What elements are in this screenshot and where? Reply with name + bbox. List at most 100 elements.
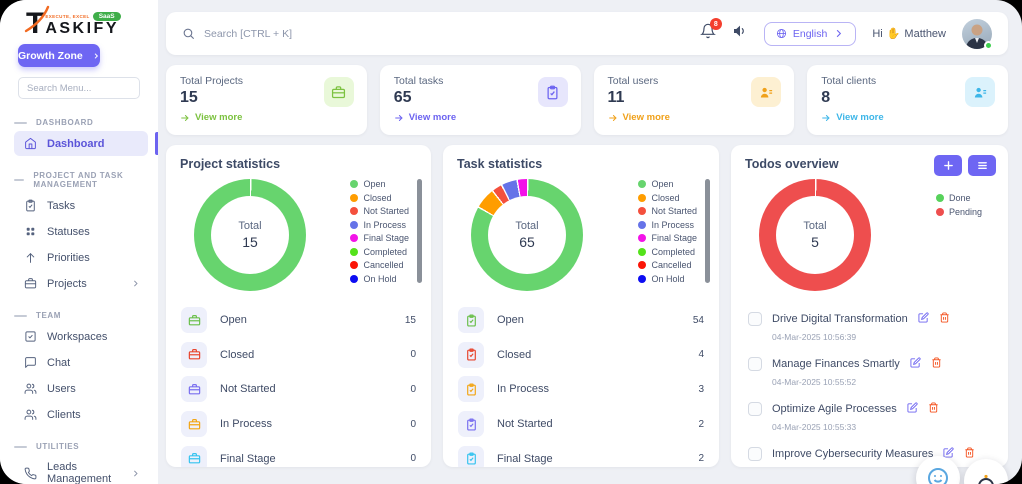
sidebar-item-workspaces[interactable]: Workspaces: [14, 324, 148, 349]
sidebar-item-statuses[interactable]: Statuses: [14, 219, 148, 244]
trash-icon[interactable]: [939, 310, 950, 328]
sidebar-search-input[interactable]: [18, 77, 140, 100]
sidebar: T EXECUTE, EXCEL SaaS ASKIFY Growth Zone…: [0, 0, 158, 484]
stat-card-total-tasks: Total tasks 65 View more: [379, 65, 581, 135]
arrow-right-icon: [608, 114, 617, 121]
chevron-right-icon: [134, 280, 138, 287]
check-square-icon: [25, 331, 36, 342]
sidebar-item-label: Dashboard: [47, 137, 105, 150]
todo-item: Manage Finances Smartly 04-Mar-2025 10:5…: [731, 348, 1008, 393]
todos-overview-card: Todos overview Total 5 Done Pending: [731, 145, 1008, 467]
logo-swoosh-icon: [24, 6, 50, 33]
assistant-icon: [978, 474, 994, 484]
list-item: Open 15: [166, 303, 431, 338]
add-todo-button[interactable]: [934, 155, 962, 176]
stat-card-total-users: Total users 11 View more: [593, 65, 795, 135]
briefcase-icon: [188, 314, 200, 326]
language-selector-button[interactable]: English: [763, 21, 857, 46]
avatar[interactable]: [962, 18, 993, 50]
clipboard-icon: [466, 452, 476, 465]
stat-card-total-projects: Total Projects 15 View more: [166, 65, 367, 135]
edit-icon[interactable]: [907, 400, 918, 418]
avatar-image: [966, 24, 988, 49]
trash-icon[interactable]: [928, 400, 939, 418]
task-status-list: Open 54 Closed 4 In Process 3 Not Started 2 …: [443, 303, 719, 467]
todo-checkbox[interactable]: [748, 357, 762, 371]
workspace-switcher-button[interactable]: Growth Zone: [18, 44, 100, 68]
todo-checkbox[interactable]: [748, 447, 762, 461]
list-icon: [977, 162, 987, 169]
announcements-button[interactable]: [732, 23, 748, 44]
list-item: Not Started 2: [443, 407, 719, 442]
users-icon: [24, 410, 37, 421]
section-header-dashboard: DASHBOARD: [14, 118, 158, 127]
stats-row: Total Projects 15 View more Total tasks …: [166, 65, 1008, 135]
list-item: Final Stage 2: [443, 441, 719, 467]
notification-count-badge: 8: [709, 18, 722, 30]
briefcase-icon: [188, 349, 200, 360]
sidebar-item-users[interactable]: Users: [14, 376, 148, 401]
chat-bubble-icon: [25, 357, 36, 369]
charts-row: Project statistics Total 15 Open Closed …: [166, 145, 1008, 467]
list-item: Not Started 0: [166, 372, 431, 407]
sidebar-item-clients[interactable]: Clients: [14, 402, 148, 427]
view-more-link[interactable]: View more: [180, 112, 353, 123]
card-title: Task statistics: [457, 157, 543, 171]
notifications-button[interactable]: 8: [699, 18, 722, 44]
sidebar-item-leads-management[interactable]: Leads Management: [14, 455, 148, 484]
section-header-project-task: PROJECT AND TASK MANAGEMENT: [14, 171, 158, 189]
todos-donut-chart: Total 5: [759, 179, 871, 291]
list-item: Closed 0: [166, 338, 431, 373]
phone-icon: [24, 467, 37, 480]
clipboard-icon: [537, 77, 568, 107]
legend-scrollbar[interactable]: [705, 179, 710, 283]
briefcase-icon: [188, 418, 200, 430]
username: Matthew: [904, 27, 946, 40]
legend-scrollbar[interactable]: [417, 179, 422, 283]
chart-legend: Open Closed Not Started In Process Final…: [638, 179, 697, 284]
list-item: Final Stage 0: [166, 441, 431, 467]
globe-icon: [776, 28, 786, 39]
chat-fab[interactable]: [916, 456, 960, 484]
todo-item: Improve Cybersecurity Measures 04-Mar-20…: [731, 438, 1008, 467]
global-search: [182, 27, 700, 40]
todo-timestamp: 04-Mar-2025 10:56:39: [772, 332, 857, 342]
view-more-link[interactable]: View more: [821, 112, 994, 123]
todo-timestamp: 04-Mar-2025 10:55:52: [772, 377, 857, 387]
todo-checkbox[interactable]: [748, 402, 762, 416]
briefcase-icon: [323, 77, 354, 107]
global-search-input[interactable]: [204, 27, 504, 40]
trash-icon[interactable]: [964, 445, 975, 463]
logo-tagline: EXECUTE, EXCEL: [45, 14, 90, 19]
view-more-link[interactable]: View more: [394, 112, 567, 123]
section-header-utilities: UTILITIES: [14, 442, 158, 451]
project-status-list: Open 15 Closed 0 Not Started 0 In Process 0 …: [166, 303, 431, 467]
todo-list-view-button[interactable]: [968, 155, 996, 176]
wave-icon: ✋: [886, 28, 901, 40]
chart-legend: Open Closed Not Started In Process Final…: [350, 179, 409, 284]
chart-legend: Done Pending: [935, 193, 982, 217]
search-icon: [183, 28, 194, 39]
arrow-right-icon: [822, 114, 830, 121]
card-title: Todos overview: [745, 157, 839, 171]
trash-icon[interactable]: [931, 355, 942, 373]
briefcase-icon: [188, 384, 200, 395]
megaphone-icon: [733, 25, 744, 37]
edit-icon[interactable]: [910, 355, 921, 373]
task-statistics-card: Task statistics Total 65 Open Closed Not…: [443, 145, 719, 467]
edit-icon[interactable]: [918, 310, 929, 328]
online-status-dot: [984, 40, 993, 50]
todo-checkbox[interactable]: [748, 312, 762, 326]
home-icon: [25, 138, 36, 150]
plus-icon: [943, 161, 953, 170]
card-title: Project statistics: [180, 157, 281, 171]
sidebar-item-projects[interactable]: Projects: [14, 271, 148, 296]
sidebar-item-dashboard[interactable]: Dashboard: [14, 131, 158, 157]
user-greeting: Hi ✋ Matthew: [872, 27, 946, 41]
sidebar-item-priorities[interactable]: Priorities: [14, 245, 148, 270]
sidebar-item-tasks[interactable]: Tasks: [14, 193, 148, 218]
sidebar-item-chat[interactable]: Chat: [14, 350, 148, 375]
view-more-link[interactable]: View more: [608, 112, 781, 123]
user-list-icon: [751, 77, 782, 107]
